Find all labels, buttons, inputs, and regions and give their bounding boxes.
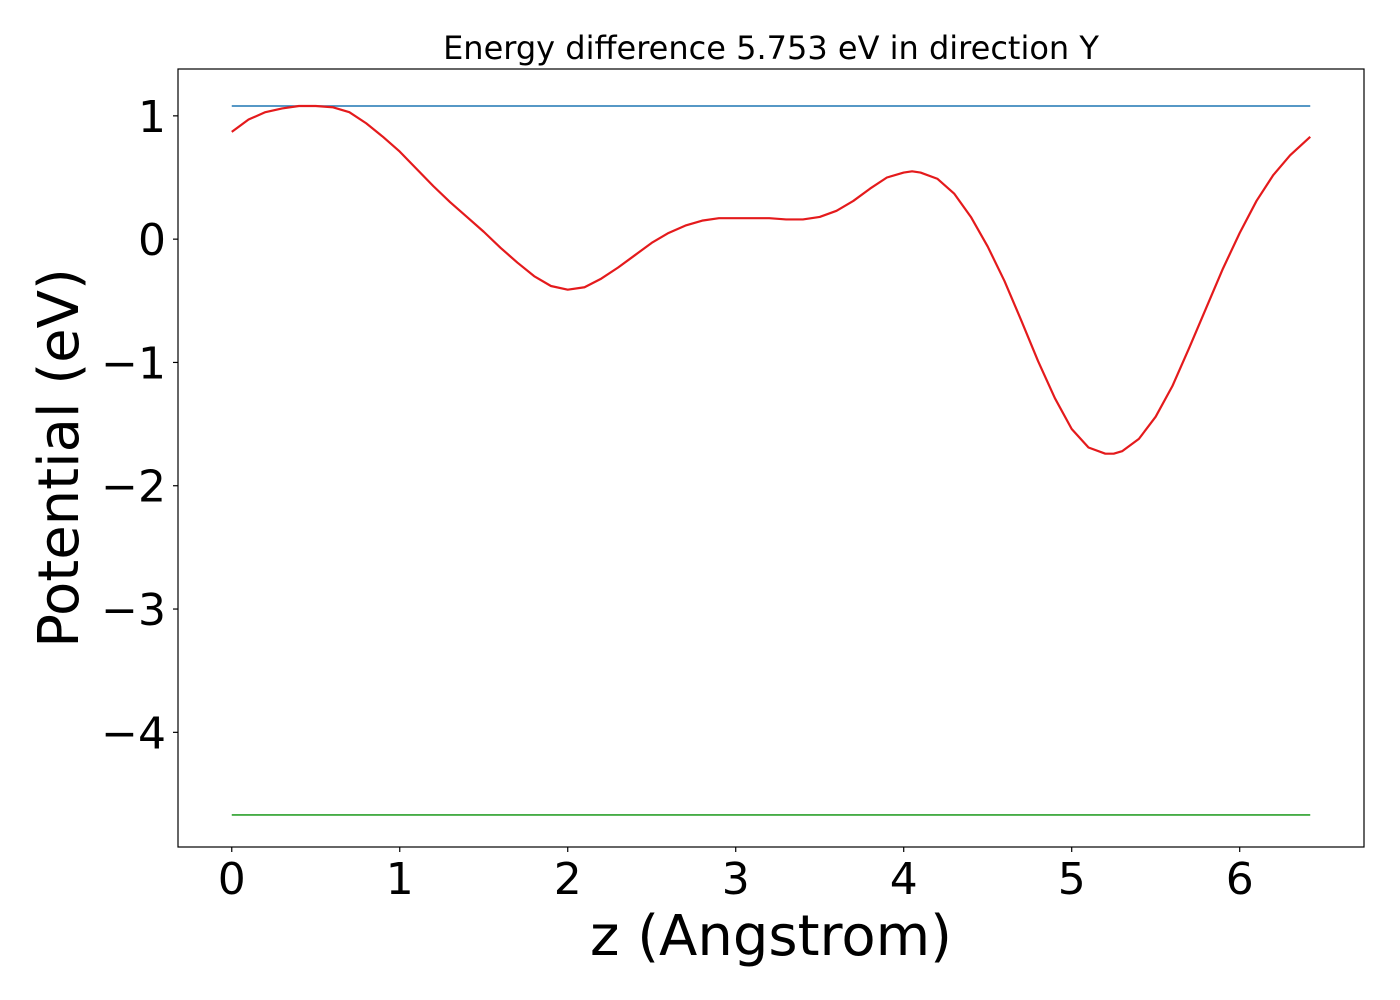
y-axis-ticks: −4 −3 −2 −1 0 1 xyxy=(101,92,178,759)
x-tick-label: 3 xyxy=(722,854,750,905)
x-tick-label: 1 xyxy=(386,854,414,905)
y-tick-label: −3 xyxy=(101,585,166,636)
x-tick-label: 6 xyxy=(1226,854,1254,905)
y-tick-label: 1 xyxy=(138,92,166,143)
y-tick-label: 0 xyxy=(138,215,166,266)
chart-title: Energy difference 5.753 eV in direction … xyxy=(443,29,1099,67)
plot-area xyxy=(177,68,1365,848)
y-tick-label: −4 xyxy=(101,708,166,759)
series-line-2 xyxy=(231,104,1311,455)
y-tick-label: −2 xyxy=(101,462,166,513)
y-axis-label: Potential (eV) xyxy=(27,268,92,648)
x-tick-label: 2 xyxy=(554,854,582,905)
x-tick-label: 0 xyxy=(218,854,246,905)
x-axis-label: z (Angstrom) xyxy=(590,904,952,969)
x-tick-label: 5 xyxy=(1058,854,1086,905)
x-tick-label: 4 xyxy=(890,854,918,905)
x-axis-ticks: 0 1 2 3 4 5 6 xyxy=(218,847,1254,905)
series-layer xyxy=(231,104,1311,816)
y-tick-label: −1 xyxy=(101,338,166,389)
